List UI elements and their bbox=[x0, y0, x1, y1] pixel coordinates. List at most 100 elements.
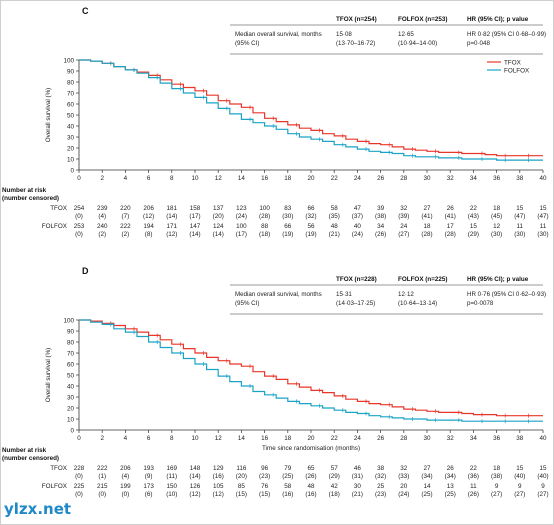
panel-d-x-tick-label: 38 bbox=[516, 435, 524, 442]
panel-c-at-risk-count: 66 bbox=[307, 205, 315, 212]
panel-c-y-tick-label: 40 bbox=[67, 123, 75, 130]
panel-d-at-risk-count: 148 bbox=[190, 465, 201, 472]
panel-c-x-tick-label: 36 bbox=[493, 175, 501, 182]
panel-c-at-risk-censored: (47) bbox=[514, 213, 525, 220]
panel-d-at-risk-censored: (31) bbox=[352, 473, 363, 480]
panel-d-at-risk-censored: (4) bbox=[122, 473, 130, 480]
panel-d-at-risk-subtitle: (number censored) bbox=[2, 455, 59, 462]
panel-d-x-tick-label: 16 bbox=[261, 435, 269, 442]
panel-c-at-risk-count: 48 bbox=[331, 223, 339, 230]
panel-d-at-risk-censored: (27) bbox=[537, 491, 548, 498]
panel-d-at-risk-censored: (40) bbox=[514, 473, 525, 480]
panel-d-x-tick-label: 10 bbox=[191, 435, 199, 442]
panel-c-at-risk-censored: (35) bbox=[329, 213, 340, 220]
panel-d-at-risk-count: 9 bbox=[495, 483, 499, 490]
panel-d-at-risk-censored: (0) bbox=[98, 491, 106, 498]
panel-c-at-risk-count: 32 bbox=[400, 205, 408, 212]
panel-c-at-risk-count: 12 bbox=[493, 223, 501, 230]
panel-c-x-tick-label: 24 bbox=[354, 175, 362, 182]
panel-c-at-risk-censored: (41) bbox=[445, 213, 456, 220]
panel-c-table-header: FOLFOX (n=253) bbox=[398, 16, 448, 23]
panel-c-table-row-label: Median overall survival, months bbox=[235, 31, 322, 38]
panel-d-y-axis-label: Overall survival (%) bbox=[45, 348, 52, 403]
panel-c-at-risk-count: 26 bbox=[447, 205, 455, 212]
panel-c-at-risk-count: 11 bbox=[540, 223, 547, 230]
panel-d-at-risk-censored: (38) bbox=[491, 473, 502, 480]
panel-c-at-risk-count: 240 bbox=[97, 223, 108, 230]
panel-d-at-risk-censored: (26) bbox=[305, 473, 316, 480]
panel-c-y-tick-label: 90 bbox=[67, 68, 75, 75]
panel-d-x-tick-label: 32 bbox=[447, 435, 455, 442]
panel-c-at-risk-count: 47 bbox=[354, 205, 362, 212]
panel-d-at-risk-count: 15 bbox=[539, 465, 547, 472]
panel-d-at-risk-censored: (34) bbox=[421, 473, 432, 480]
panel-d-at-risk-censored: (25) bbox=[445, 491, 456, 498]
panel-c-y-axis-label: Overall survival (%) bbox=[45, 88, 52, 143]
panel-d-at-risk-censored: (23) bbox=[259, 473, 270, 480]
panel-d-at-risk-count: 105 bbox=[213, 483, 224, 490]
panel-c-table-header: HR (95% CI); p value bbox=[467, 16, 529, 23]
panel-d-at-risk-count: 65 bbox=[307, 465, 315, 472]
panel-d-at-risk-count: 9 bbox=[541, 483, 545, 490]
panel-c-at-risk-count: 15 bbox=[516, 205, 524, 212]
panel-d-at-risk-censored: (12) bbox=[189, 491, 200, 498]
panel-c-x-tick-label: 14 bbox=[238, 175, 246, 182]
panel-d-folfox-curve bbox=[79, 319, 543, 422]
panel-d-p-value: p=0·0078 bbox=[467, 300, 494, 307]
panel-c-at-risk-censored: (39) bbox=[398, 213, 409, 220]
panel-d-at-risk-censored: (25) bbox=[421, 491, 432, 498]
panel-c-at-risk-count: 137 bbox=[213, 205, 224, 212]
panel-c-y-tick-label: 60 bbox=[67, 101, 75, 108]
panel-d-at-risk-count: 14 bbox=[423, 483, 431, 490]
panel-d-at-risk-censored: (24) bbox=[398, 491, 409, 498]
panel-c-at-risk-censored: (47) bbox=[537, 213, 548, 220]
panel-d-at-risk-censored: (16) bbox=[282, 491, 293, 498]
panel-d-at-risk-count: 193 bbox=[143, 465, 154, 472]
panel-d-at-risk-count: 199 bbox=[120, 483, 131, 490]
panel-d-table-header: FOLFOX (n=225) bbox=[398, 276, 448, 283]
panel-c-x-tick-label: 16 bbox=[261, 175, 269, 182]
panel-c-at-risk-count: 222 bbox=[120, 223, 131, 230]
watermark: ylzx.net bbox=[4, 500, 72, 518]
panel-d-at-risk-censored: (23) bbox=[375, 491, 386, 498]
panel-c-at-risk-censored: (28) bbox=[259, 213, 270, 220]
panel-c-at-risk-censored: (30) bbox=[514, 231, 525, 238]
panel-d-x-axis-label: Time since randomisation (months) bbox=[262, 445, 360, 452]
panel-c-at-risk-count: 100 bbox=[236, 223, 247, 230]
panel-c-at-risk-count: 239 bbox=[97, 205, 108, 212]
panel-c-y-tick-label: 0 bbox=[70, 167, 74, 174]
panel-c-at-risk-count: 147 bbox=[190, 223, 201, 230]
panel-d-table-header: HR (95% CI); p value bbox=[467, 276, 529, 283]
panel-c-at-risk-count: 171 bbox=[167, 223, 178, 230]
panel-c-folfox-ci: (10·94–14·00) bbox=[398, 40, 437, 47]
panel-c-x-tick-label: 8 bbox=[170, 175, 174, 182]
panel-d-at-risk-count: 20 bbox=[400, 483, 408, 490]
panel-c-tfox-median: 15·08 bbox=[336, 31, 352, 38]
panel-d-at-risk-censored: (33) bbox=[398, 473, 409, 480]
panel-c-legend-label-tfox: TFOX bbox=[504, 59, 522, 66]
panel-d-at-risk-count: 13 bbox=[447, 483, 455, 490]
panel-d-y-tick-label: 60 bbox=[67, 361, 75, 368]
panel-c-at-risk-censored: (24) bbox=[236, 213, 247, 220]
panel-d-x-tick-label: 6 bbox=[147, 435, 151, 442]
panel-d-at-risk-count: 173 bbox=[143, 483, 154, 490]
panel-d-folfox-ci: (10·64–13·14) bbox=[398, 300, 437, 307]
panel-d-at-risk-censored: (40) bbox=[537, 473, 548, 480]
panel-c-at-risk-censored: (17) bbox=[189, 213, 200, 220]
panel-c-at-risk-censored: (26) bbox=[375, 231, 386, 238]
panel-d-tfox-curve bbox=[79, 319, 543, 417]
panel-d-at-risk-row-name: FOLFOX bbox=[42, 483, 68, 490]
panel-d-at-risk-count: 228 bbox=[74, 465, 85, 472]
panel-c-at-risk-censored: (19) bbox=[282, 231, 293, 238]
panel-d-table-row-label-ci: (95% CI) bbox=[235, 300, 259, 307]
panel-d-y-tick-label: 10 bbox=[67, 416, 75, 423]
panel-c-x-tick-label: 12 bbox=[215, 175, 223, 182]
panel-c-at-risk-censored: (12) bbox=[166, 231, 177, 238]
panel-c-at-risk-censored: (41) bbox=[421, 213, 432, 220]
panel-c-at-risk-count: 27 bbox=[423, 205, 431, 212]
panel-c-at-risk-count: 220 bbox=[120, 205, 131, 212]
panel-c-at-risk-count: 100 bbox=[259, 205, 270, 212]
panel-d-x-tick-label: 40 bbox=[539, 435, 547, 442]
panel-d-at-risk-count: 129 bbox=[213, 465, 224, 472]
panel-c-at-risk-count: 18 bbox=[493, 205, 501, 212]
